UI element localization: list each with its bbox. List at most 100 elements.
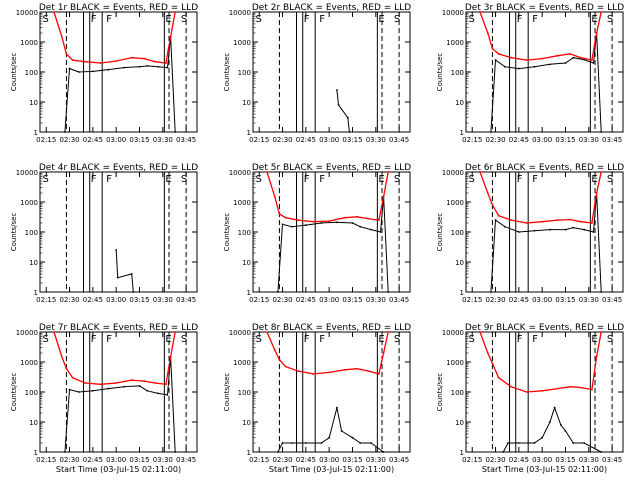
data-point — [595, 32, 598, 34]
x-axis-label: Start Time (03-Jul-15 02:11:00) — [482, 465, 607, 474]
y-tick-label: 1 — [34, 129, 38, 137]
x-tick-label: 03:30 — [579, 136, 599, 144]
plot-frame — [252, 331, 411, 453]
data-point — [266, 171, 268, 173]
marker-letter: E — [591, 14, 597, 25]
x-tick-label: 03:30 — [579, 456, 599, 464]
y-tick-label: 1000 — [20, 199, 38, 207]
marker-letter: F — [106, 334, 112, 345]
x-tick-label: 02:30 — [59, 136, 79, 144]
marker-letter: F — [304, 174, 310, 185]
data-point — [525, 222, 528, 224]
y-tick-label: 1 — [247, 289, 251, 297]
panel-title: Det 2r BLACK = Events, RED = LLD — [252, 3, 411, 13]
marker-letter: E — [378, 14, 384, 25]
plot-frame — [39, 331, 198, 453]
data-point — [486, 32, 489, 34]
x-tick-label: 03:15 — [342, 136, 362, 144]
data-point — [569, 53, 572, 55]
data-point — [123, 66, 125, 69]
marker-letter: F — [319, 334, 325, 345]
data-point — [600, 131, 603, 133]
data-point — [91, 70, 94, 73]
x-tick-label: 02:45 — [509, 456, 529, 464]
x-tick-label: 03:45 — [389, 456, 409, 464]
y-tick-label: 1000 — [233, 199, 251, 207]
data-point — [174, 131, 177, 133]
series-events — [490, 192, 602, 293]
y-axis-label: Counts/sec — [223, 213, 231, 252]
series-lld — [479, 331, 602, 393]
y-tick-label: 1 — [460, 449, 464, 457]
marker-letter: E — [378, 174, 384, 185]
data-point — [517, 442, 520, 444]
series-events — [502, 406, 602, 453]
data-point — [130, 273, 133, 275]
data-point — [351, 436, 354, 439]
y-tick-label: 10 — [242, 99, 251, 107]
y-tick-label: 1000 — [446, 199, 464, 207]
marker-letter: F — [304, 14, 310, 25]
plot-frame — [252, 171, 411, 293]
data-point — [356, 367, 359, 370]
data-point — [60, 35, 63, 38]
x-tick-label: 03:15 — [129, 456, 149, 464]
data-point — [115, 60, 118, 63]
data-point — [379, 231, 382, 233]
data-point — [312, 220, 315, 223]
y-tick-label: 1 — [247, 129, 251, 137]
data-point — [157, 392, 160, 395]
y-tick-label: 1000 — [20, 39, 38, 47]
data-point — [569, 385, 572, 388]
data-point — [77, 391, 80, 393]
x-axis-label: Start Time (03-Jul-15 02:11:00) — [56, 465, 181, 474]
data-point — [533, 442, 536, 444]
data-point — [169, 355, 172, 358]
data-point — [564, 62, 567, 64]
panel-det-2r: Det 2r BLACK = Events, RED = LLD 1 10 100 10… — [223, 3, 411, 144]
plot-frame — [252, 11, 411, 133]
data-point — [494, 59, 497, 61]
data-point — [343, 216, 346, 219]
x-tick-label: 03:30 — [153, 296, 173, 304]
data-point — [71, 59, 74, 61]
data-point — [359, 225, 362, 228]
marker-letter: E — [165, 174, 171, 185]
data-point — [337, 104, 340, 106]
data-point — [343, 368, 346, 371]
x-tick-label: 03:30 — [366, 136, 386, 144]
data-point — [556, 219, 559, 221]
data-point — [556, 54, 559, 57]
data-point — [276, 451, 279, 453]
x-tick-label: 03:00 — [319, 296, 339, 304]
data-point — [583, 442, 586, 444]
data-point — [517, 67, 520, 70]
series-events — [336, 90, 350, 133]
y-axis-label: Counts/sec — [10, 53, 18, 92]
y-tick-label: 10 — [455, 99, 464, 107]
data-point — [297, 219, 299, 221]
y-tick-label: 100 — [238, 69, 251, 77]
data-point — [84, 60, 86, 63]
data-point — [138, 384, 141, 387]
marker-letter: F — [106, 174, 112, 185]
data-point — [146, 389, 149, 392]
marker-letter: F — [319, 174, 325, 185]
panel-title: Det 5r BLACK = Events, RED = LLD — [252, 163, 411, 173]
y-tick-label: 1 — [34, 289, 38, 297]
x-tick-label: 03:15 — [342, 456, 362, 464]
y-axis-label: Counts/sec — [436, 53, 444, 92]
x-tick-label: 03:15 — [555, 136, 575, 144]
marker-letter: S — [256, 174, 262, 185]
y-tick-label: 1 — [460, 289, 464, 297]
data-point — [367, 370, 369, 372]
data-point — [169, 35, 172, 38]
series-events — [115, 250, 134, 293]
data-point — [166, 394, 169, 396]
series-lld — [53, 331, 176, 386]
y-tick-label: 1000 — [233, 39, 251, 47]
plot-frame — [39, 11, 198, 133]
data-point — [154, 60, 156, 63]
plot-frame — [465, 11, 624, 133]
